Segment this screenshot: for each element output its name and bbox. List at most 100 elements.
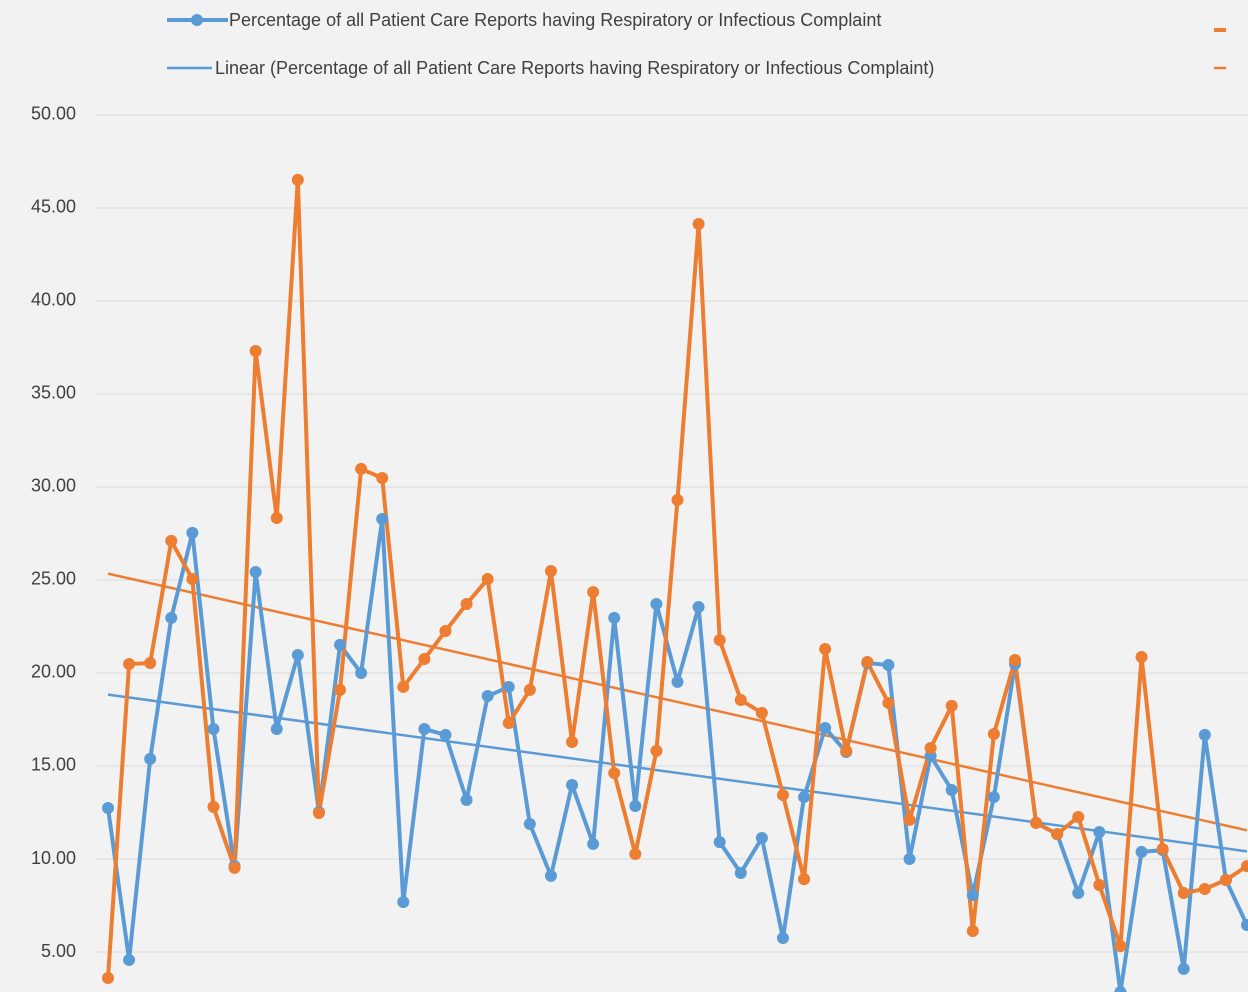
marker xyxy=(502,680,515,693)
marker xyxy=(291,648,304,661)
marker xyxy=(987,791,1000,804)
legend-label: Linear (Percentage of all Patient Care R… xyxy=(215,58,934,78)
marker xyxy=(587,837,600,850)
marker xyxy=(1198,728,1211,741)
marker xyxy=(798,873,811,886)
marker xyxy=(207,800,220,813)
marker xyxy=(734,693,747,706)
marker xyxy=(418,653,431,666)
marker xyxy=(755,706,768,719)
trendline xyxy=(107,572,1248,832)
marker xyxy=(945,783,958,796)
marker xyxy=(186,526,199,539)
marker xyxy=(776,789,789,802)
legend-label: Percentage of all Patient Care Reports h… xyxy=(229,10,881,30)
marker xyxy=(481,573,494,586)
marker xyxy=(355,666,368,679)
marker xyxy=(186,573,199,586)
marker xyxy=(671,493,684,506)
marker xyxy=(1135,845,1148,858)
marker xyxy=(439,728,452,741)
marker xyxy=(987,728,1000,741)
marker xyxy=(713,634,726,647)
marker xyxy=(903,813,916,826)
marker xyxy=(523,818,536,831)
y-tick-label: 40.00 xyxy=(31,290,76,310)
marker xyxy=(460,597,473,610)
marker xyxy=(1008,653,1021,666)
marker xyxy=(102,802,114,815)
marker xyxy=(882,696,895,709)
marker xyxy=(334,683,347,696)
marker xyxy=(945,699,958,712)
marker xyxy=(123,658,136,671)
y-tick-label: 45.00 xyxy=(31,197,76,217)
marker xyxy=(966,889,979,902)
marker xyxy=(376,472,389,485)
marker xyxy=(355,462,368,475)
marker xyxy=(861,656,874,669)
marker xyxy=(207,722,220,735)
marker xyxy=(228,861,241,874)
marker xyxy=(312,807,325,820)
y-tick-label: 30.00 xyxy=(31,476,76,496)
marker xyxy=(1093,826,1106,839)
marker xyxy=(144,752,157,765)
marker xyxy=(397,680,410,693)
series xyxy=(102,173,1248,992)
marker xyxy=(566,736,579,749)
marker xyxy=(1241,860,1248,873)
marker xyxy=(819,642,832,655)
marker xyxy=(1135,650,1148,663)
marker xyxy=(460,794,473,807)
marker xyxy=(819,722,832,735)
marker xyxy=(650,744,663,757)
marker xyxy=(1241,919,1248,932)
marker xyxy=(629,799,642,812)
marker xyxy=(734,866,747,879)
marker xyxy=(144,656,157,669)
marker xyxy=(1114,940,1127,953)
marker xyxy=(481,690,494,703)
marker xyxy=(102,972,114,985)
marker xyxy=(165,611,178,624)
marker xyxy=(544,869,557,882)
y-tick-label: 50.00 xyxy=(31,104,76,124)
marker xyxy=(1156,842,1169,855)
y-tick-label: 15.00 xyxy=(31,755,76,775)
marker xyxy=(291,173,304,186)
legend: Percentage of all Patient Care Reports h… xyxy=(167,10,1226,78)
marker xyxy=(249,345,262,358)
marker xyxy=(1219,874,1232,887)
marker xyxy=(397,895,410,908)
marker xyxy=(1051,828,1064,841)
marker xyxy=(776,932,789,945)
marker xyxy=(1030,816,1043,829)
marker xyxy=(755,831,768,844)
y-tick-label: 35.00 xyxy=(31,383,76,403)
marker xyxy=(1198,882,1211,895)
marker xyxy=(882,658,895,671)
y-tick-label: 20.00 xyxy=(31,662,76,682)
marker xyxy=(165,534,178,547)
y-tick-label: 25.00 xyxy=(31,569,76,589)
marker xyxy=(439,624,452,637)
marker xyxy=(334,638,347,651)
marker xyxy=(1072,810,1085,823)
grid: 5.00 10.00 15.00 20.00 25.00 30.00 35.00 40.00 4… xyxy=(31,104,1248,961)
marker xyxy=(1114,986,1127,992)
legend-marker xyxy=(191,14,203,26)
marker xyxy=(966,924,979,937)
y-tick-label: 10.00 xyxy=(31,848,76,868)
marker xyxy=(692,600,705,613)
marker xyxy=(587,586,600,599)
marker xyxy=(270,512,283,525)
marker xyxy=(270,722,283,735)
marker xyxy=(692,217,705,230)
marker xyxy=(123,954,136,967)
marker xyxy=(713,836,726,849)
marker xyxy=(1177,887,1190,900)
marker xyxy=(903,853,916,866)
trendline xyxy=(107,693,1248,853)
